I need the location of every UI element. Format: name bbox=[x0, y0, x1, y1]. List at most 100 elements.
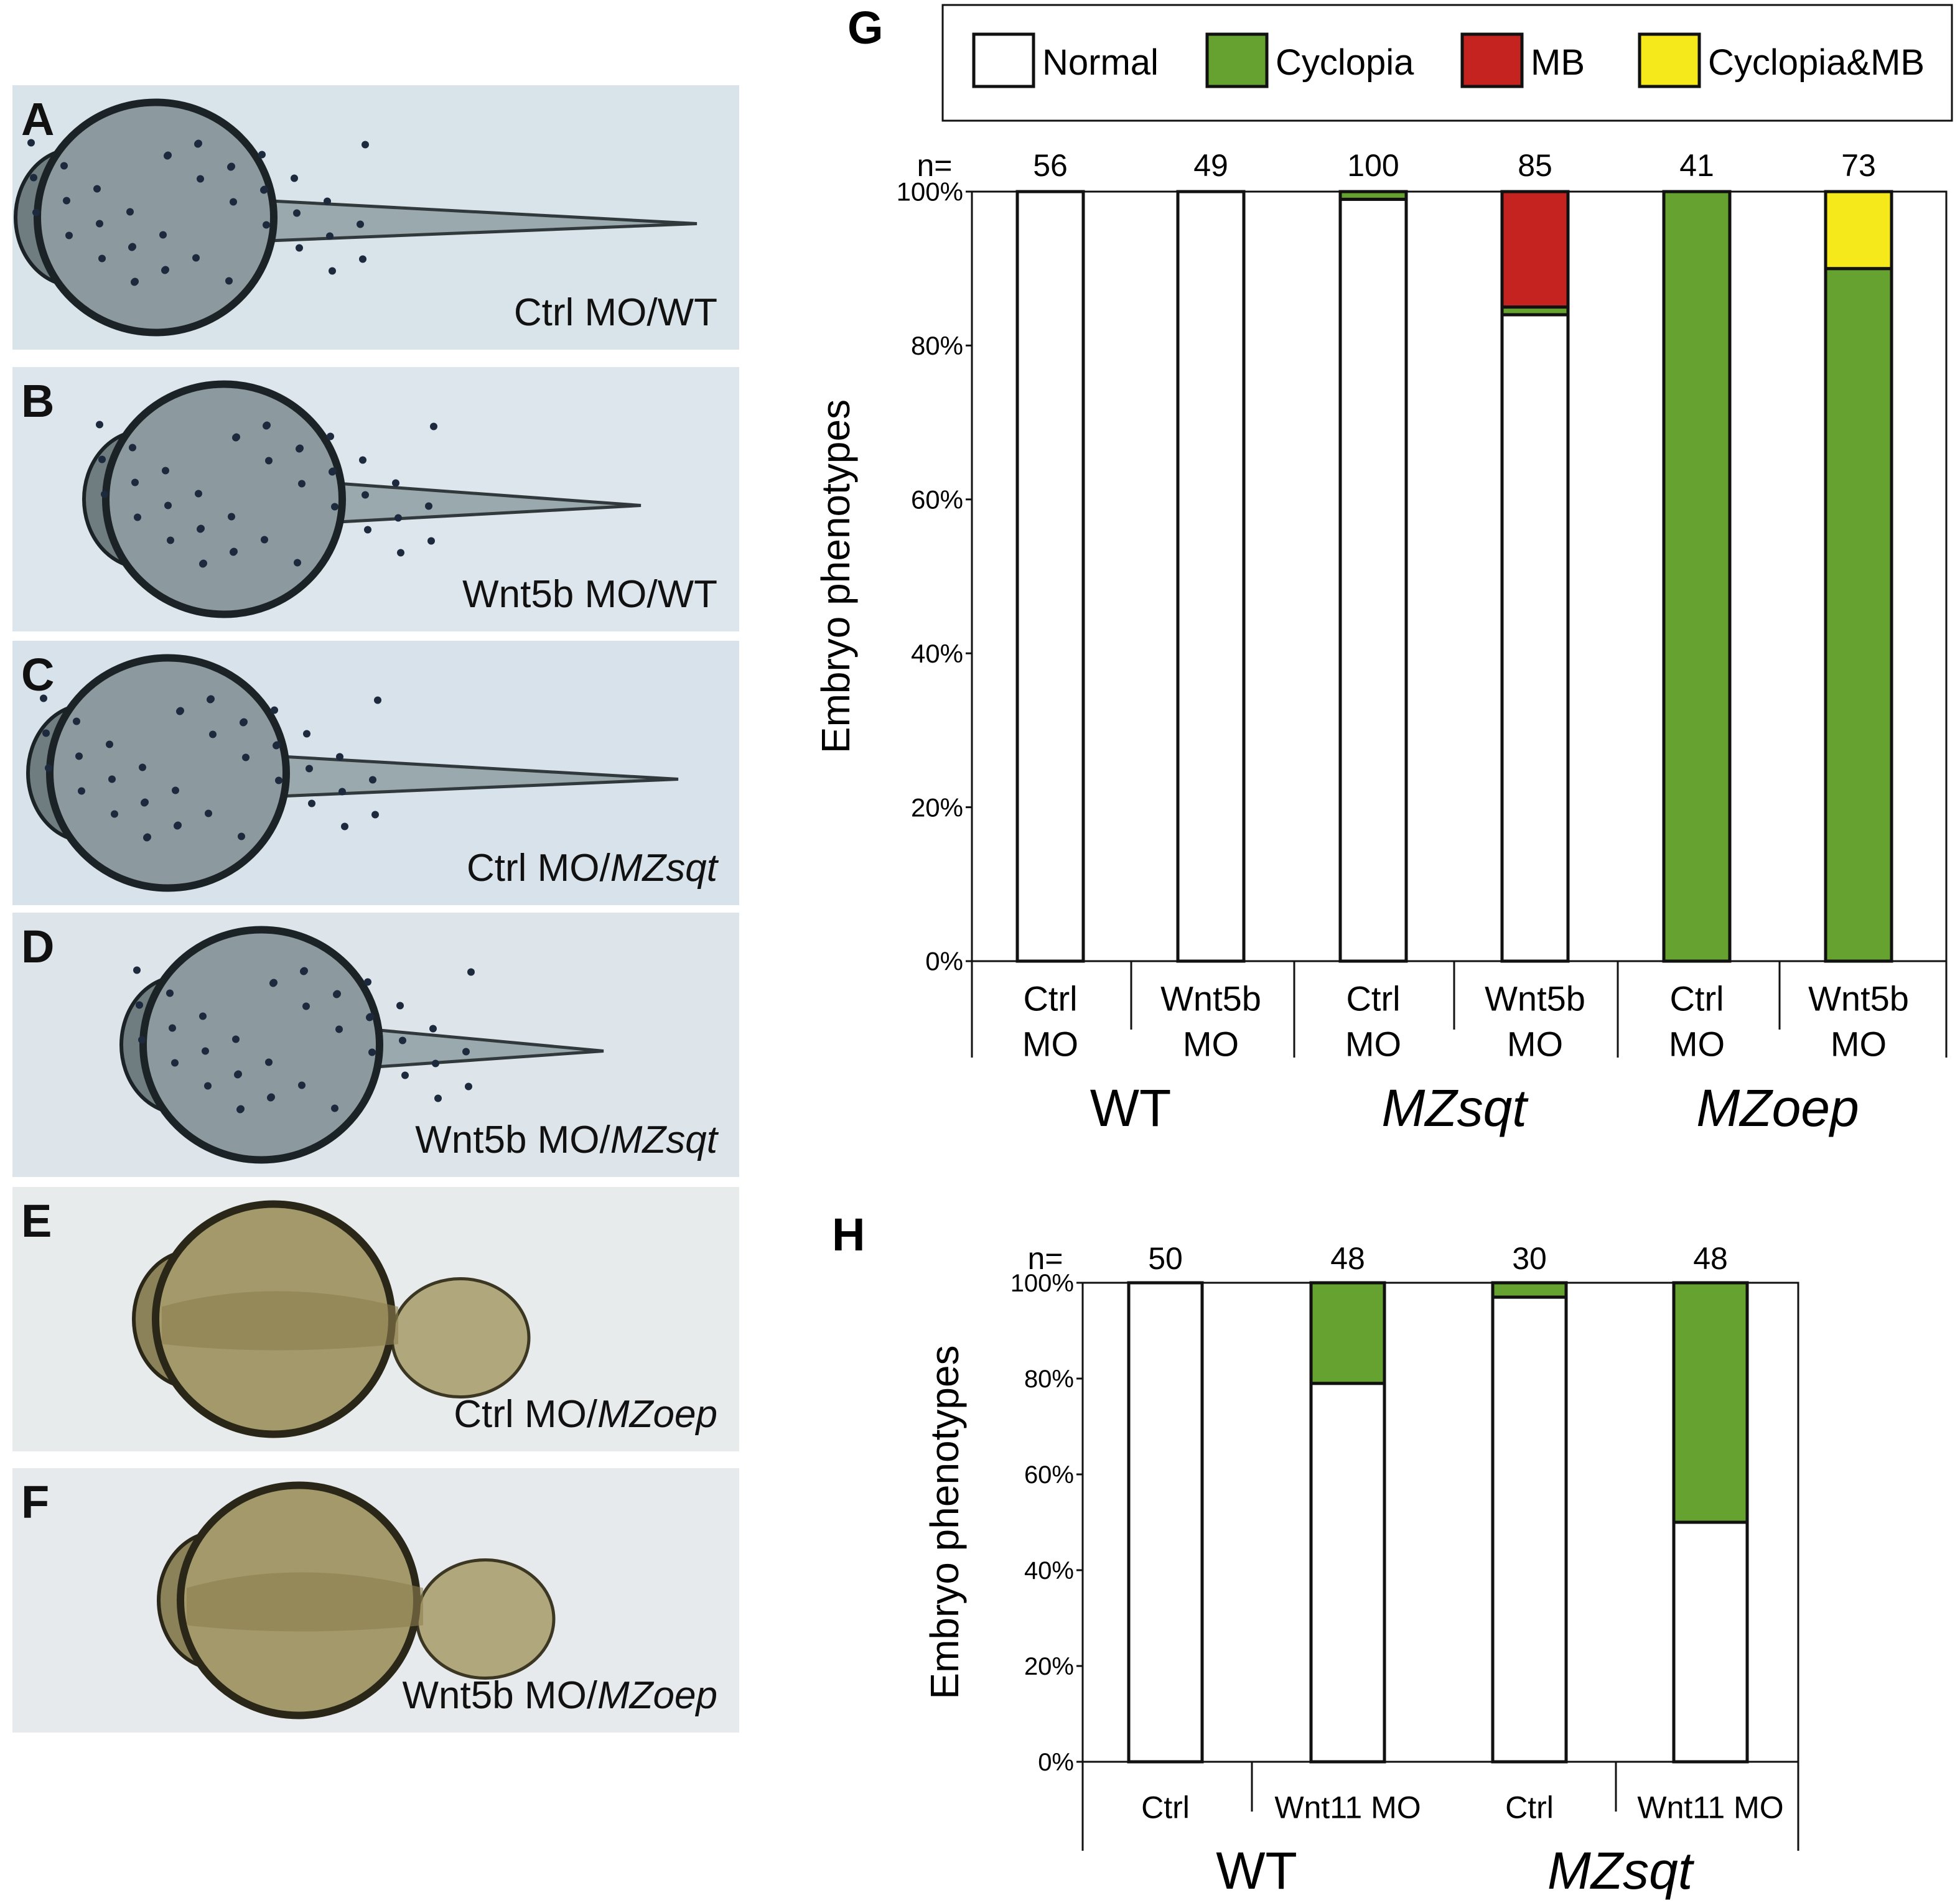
caption-genotype: MZsqt bbox=[610, 1119, 717, 1161]
x-tick-label: Ctrl bbox=[1141, 1790, 1190, 1825]
y-tick-label: 0% bbox=[1038, 1749, 1074, 1776]
y-axis-label: Embryo phenotypes bbox=[922, 1345, 967, 1699]
n-value: 49 bbox=[1193, 148, 1228, 183]
x-tick-label: Ctrl bbox=[1346, 979, 1400, 1018]
panel-label-e: E bbox=[21, 1195, 52, 1247]
x-tick-label: Ctrl bbox=[1669, 979, 1724, 1018]
n-value: 50 bbox=[1148, 1241, 1183, 1276]
caption-text: Wnt5b MO/ bbox=[415, 1119, 610, 1161]
bar-normal bbox=[1176, 190, 1246, 963]
caption-text: Ctrl MO/WT bbox=[513, 291, 717, 334]
y-tick-label: 60% bbox=[1024, 1461, 1074, 1489]
photo-caption: Ctrl MO/MZoep bbox=[454, 1395, 717, 1434]
n-prefix: n= bbox=[917, 148, 952, 183]
x-tick-label: Wnt11 MO bbox=[1274, 1790, 1421, 1825]
caption-genotype: MZsqt bbox=[610, 847, 717, 890]
y-tick-label: 60% bbox=[911, 485, 963, 514]
bar-cyclopia bbox=[1662, 190, 1732, 963]
group-label: MZoep bbox=[1696, 1079, 1859, 1137]
x-tick-label: MO bbox=[1345, 1025, 1401, 1064]
panel-label-b: B bbox=[21, 375, 55, 427]
bar-normal bbox=[1491, 1295, 1568, 1764]
legend-swatch bbox=[1460, 32, 1524, 88]
legend-label: Cyclopia&MB bbox=[1708, 42, 1925, 83]
photo-caption: Wnt5b MO/MZsqt bbox=[415, 1121, 717, 1160]
n-value: 48 bbox=[1693, 1241, 1728, 1276]
n-value: 100 bbox=[1347, 148, 1399, 183]
bar-cyclopia bbox=[1338, 190, 1408, 201]
photo-caption: Wnt5b MO/MZoep bbox=[403, 1677, 717, 1715]
caption-text: Ctrl MO/ bbox=[467, 847, 610, 890]
panel-label-c: C bbox=[21, 649, 55, 700]
y-tick-label: 100% bbox=[897, 177, 963, 207]
caption-genotype: MZoep bbox=[597, 1393, 717, 1436]
plot-frame-g bbox=[971, 190, 1948, 962]
caption-text: Wnt5b MO/WT bbox=[462, 573, 717, 616]
n-value: 48 bbox=[1330, 1241, 1365, 1276]
legend-swatch bbox=[972, 32, 1035, 88]
n-prefix: n= bbox=[1027, 1241, 1063, 1276]
x-tick-label: Wnt5b bbox=[1485, 979, 1585, 1018]
bar-normal bbox=[1127, 1281, 1204, 1764]
n-value: 85 bbox=[1518, 148, 1552, 183]
panel-label-a: A bbox=[21, 93, 55, 145]
photo-panel-f bbox=[12, 1468, 739, 1733]
x-tick-label: Wnt5b bbox=[1160, 979, 1261, 1018]
bar-cyclopia bbox=[1309, 1281, 1386, 1385]
group-label: MZsqt bbox=[1381, 1079, 1529, 1137]
bar-normal bbox=[1015, 190, 1085, 963]
photo-panel-b bbox=[12, 367, 739, 631]
caption-text: Wnt5b MO/ bbox=[402, 1674, 598, 1717]
photo-panel-d bbox=[12, 913, 739, 1177]
x-tick-label: MO bbox=[1669, 1025, 1725, 1064]
photo-panel-a bbox=[12, 85, 739, 350]
x-tick-label: MO bbox=[1022, 1025, 1078, 1064]
x-tick-label: MO bbox=[1183, 1025, 1239, 1064]
caption-text: Ctrl MO/ bbox=[454, 1393, 598, 1436]
panel-label-h: H bbox=[832, 1209, 865, 1260]
bar-normal bbox=[1309, 1382, 1386, 1764]
y-tick-label: 80% bbox=[911, 331, 963, 360]
n-value: 30 bbox=[1512, 1241, 1547, 1276]
bar-mb bbox=[1500, 190, 1570, 309]
photo-caption: Ctrl MO/MZsqt bbox=[467, 849, 717, 888]
x-tick-label: Ctrl bbox=[1023, 979, 1077, 1018]
caption-genotype: MZoep bbox=[597, 1674, 717, 1717]
legend-label: MB bbox=[1531, 42, 1585, 83]
y-tick-label: 0% bbox=[925, 947, 963, 976]
x-tick-label: Wnt5b bbox=[1808, 979, 1909, 1018]
y-tick-label: 100% bbox=[1010, 1270, 1074, 1297]
bar-cyclopia bbox=[1672, 1281, 1749, 1524]
legend-swatch bbox=[1638, 32, 1701, 88]
bar-normal bbox=[1338, 197, 1408, 963]
y-tick-label: 40% bbox=[1024, 1557, 1074, 1584]
y-axis-label: Embryo phenotypes bbox=[813, 399, 858, 753]
legend-label: Normal bbox=[1042, 42, 1159, 83]
n-value: 56 bbox=[1033, 148, 1068, 183]
y-tick-label: 40% bbox=[911, 639, 963, 668]
legend-label: Cyclopia bbox=[1276, 42, 1414, 83]
n-value: 73 bbox=[1841, 148, 1876, 183]
y-tick-label: 80% bbox=[1024, 1366, 1074, 1393]
x-tick-label: MO bbox=[1507, 1025, 1563, 1064]
panel-label-d: D bbox=[21, 921, 55, 972]
photo-panel-e bbox=[12, 1187, 739, 1451]
x-tick-label: MO bbox=[1831, 1025, 1887, 1064]
photo-caption: Wnt5b MO/WT bbox=[462, 575, 717, 614]
bar-cyclopia bbox=[1824, 267, 1893, 963]
x-tick-label: Ctrl bbox=[1505, 1790, 1554, 1825]
y-tick-label: 20% bbox=[1024, 1653, 1074, 1680]
n-value: 41 bbox=[1679, 148, 1714, 183]
x-tick-label: Wnt11 MO bbox=[1637, 1790, 1783, 1825]
group-label: MZsqt bbox=[1547, 1841, 1695, 1900]
group-label: WT bbox=[1090, 1079, 1172, 1137]
group-label: WT bbox=[1216, 1841, 1297, 1900]
bar-normal bbox=[1672, 1520, 1749, 1764]
photo-panel-c bbox=[12, 641, 739, 905]
legend-swatch bbox=[1205, 32, 1269, 88]
plot-frame-h bbox=[1081, 1282, 1799, 1763]
chart-legend-g bbox=[941, 4, 1953, 122]
panel-label-g: G bbox=[847, 2, 884, 54]
bar-cyclopia bbox=[1491, 1281, 1568, 1299]
